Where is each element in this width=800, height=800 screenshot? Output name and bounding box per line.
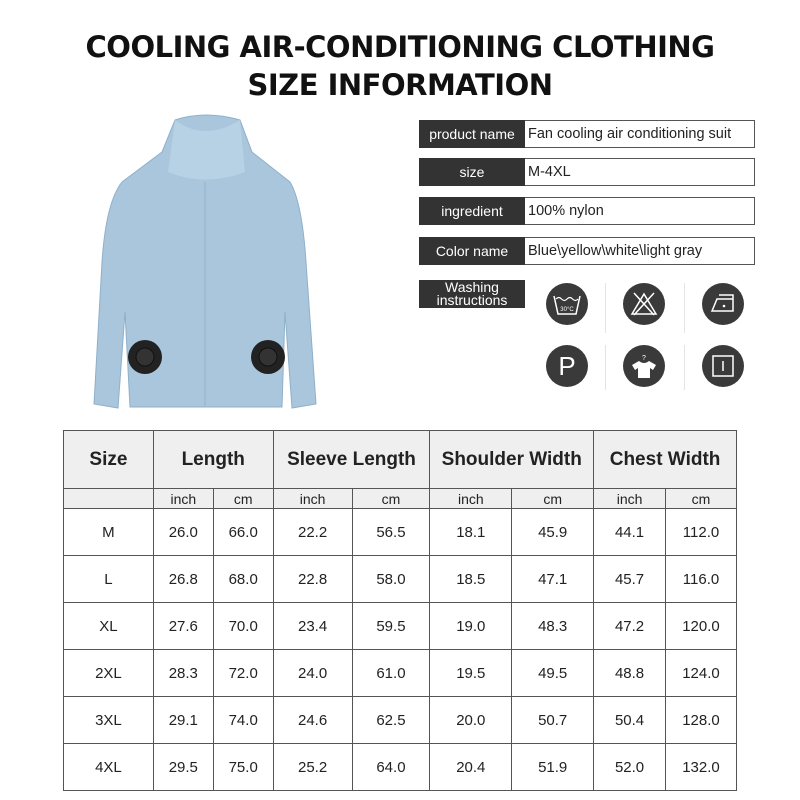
info-row-ingredient: ingredient 100% nylon	[419, 197, 755, 225]
value-cell: 26.8	[152, 555, 214, 603]
size-cell: XL	[63, 602, 154, 650]
value-cell: 132.0	[665, 743, 737, 791]
table-row: XL 27.6 70.0 23.4 59.5 19.0 48.3 47.2 120.0	[63, 602, 737, 650]
value-cell: 112.0	[665, 508, 737, 556]
value-cell: 25.2	[272, 743, 353, 791]
table-row: L 26.8 68.0 22.8 58.0 18.5 47.1 45.7 116.0	[63, 555, 737, 603]
value-cell: 128.0	[665, 696, 737, 744]
info-row-color: Color name Blue\yellow\white\light gray	[419, 237, 755, 265]
value-cell: 58.0	[351, 555, 431, 603]
value-cell: 59.5	[351, 602, 431, 650]
value-cell: 51.9	[511, 743, 595, 791]
value-cell: 47.2	[593, 602, 666, 650]
value-cell: 61.0	[351, 649, 431, 697]
value-cell: 48.3	[511, 602, 595, 650]
value-cell: 18.1	[429, 508, 513, 556]
shirt-care-icon: ?	[623, 345, 665, 387]
do-not-bleach-icon	[623, 283, 665, 325]
value-cell: 75.0	[212, 743, 274, 791]
dry-clean-p-icon: P	[546, 345, 588, 387]
value-cell: 116.0	[665, 555, 737, 603]
value-cell: 22.2	[272, 508, 353, 556]
value-cell: 72.0	[212, 649, 274, 697]
table-unit-row: inch cm inch cm inch cm inch cm	[63, 488, 737, 509]
value-cell: 68.0	[212, 555, 274, 603]
value-cell: 45.7	[593, 555, 666, 603]
info-row-size: size M-4XL	[419, 158, 755, 186]
jacket-image	[93, 114, 317, 409]
size-cell: M	[63, 508, 154, 556]
tumble-dry-icon	[702, 345, 744, 387]
value-cell: 19.0	[429, 602, 513, 650]
washing-instructions-label: Washing instructions	[419, 280, 525, 308]
value-cell: 45.9	[511, 508, 595, 556]
value-cell: 20.4	[429, 743, 513, 791]
value-cell: 29.1	[152, 696, 214, 744]
value-cell: 24.6	[272, 696, 353, 744]
value-cell: 120.0	[665, 602, 737, 650]
value-cell: 48.8	[593, 649, 666, 697]
value-cell: 28.3	[152, 649, 214, 697]
value-cell: 64.0	[351, 743, 431, 791]
value-cell: 47.1	[511, 555, 595, 603]
value-cell: 56.5	[351, 508, 431, 556]
table-row: 4XL 29.5 75.0 25.2 64.0 20.4 51.9 52.0 132.0	[63, 743, 737, 791]
info-row-product-name: product name Fan cooling air conditioning…	[419, 120, 755, 148]
value-cell: 52.0	[593, 743, 666, 791]
value-cell: 24.0	[272, 649, 353, 697]
size-table: Size Length Sleeve Length Shoulder Width…	[63, 430, 737, 791]
value-cell: 26.0	[152, 508, 214, 556]
value-cell: 50.4	[593, 696, 666, 744]
size-cell: 2XL	[63, 649, 154, 697]
size-cell: L	[63, 555, 154, 603]
page-title: COOLING AIR-CONDITIONING CLOTHING SIZE I…	[85, 30, 715, 102]
table-header-row: Size Length Sleeve Length Shoulder Width…	[63, 430, 737, 489]
table-row: M 26.0 66.0 22.2 56.5 18.1 45.9 44.1 112.0	[63, 508, 737, 556]
value-cell: 70.0	[212, 602, 274, 650]
value-cell: 62.5	[351, 696, 431, 744]
value-cell: 19.5	[429, 649, 513, 697]
svg-text:?: ?	[642, 355, 646, 362]
value-cell: 49.5	[511, 649, 595, 697]
value-cell: 22.8	[272, 555, 353, 603]
value-cell: 18.5	[429, 555, 513, 603]
table-row: 2XL 28.3 72.0 24.0 61.0 19.5 49.5 48.8 124.0	[63, 649, 737, 697]
value-cell: 29.5	[152, 743, 214, 791]
wash-30c-icon: 30°C	[546, 283, 588, 325]
value-cell: 20.0	[429, 696, 513, 744]
value-cell: 23.4	[272, 602, 353, 650]
value-cell: 66.0	[212, 508, 274, 556]
value-cell: 124.0	[665, 649, 737, 697]
svg-text:30°C: 30°C	[560, 307, 574, 313]
size-cell: 4XL	[63, 743, 154, 791]
iron-low-icon	[702, 283, 744, 325]
table-row: 3XL 29.1 74.0 24.6 62.5 20.0 50.7 50.4 128.0	[63, 696, 737, 744]
size-cell: 3XL	[63, 696, 154, 744]
value-cell: 74.0	[212, 696, 274, 744]
value-cell: 27.6	[152, 602, 214, 650]
value-cell: 44.1	[593, 508, 666, 556]
value-cell: 50.7	[511, 696, 595, 744]
